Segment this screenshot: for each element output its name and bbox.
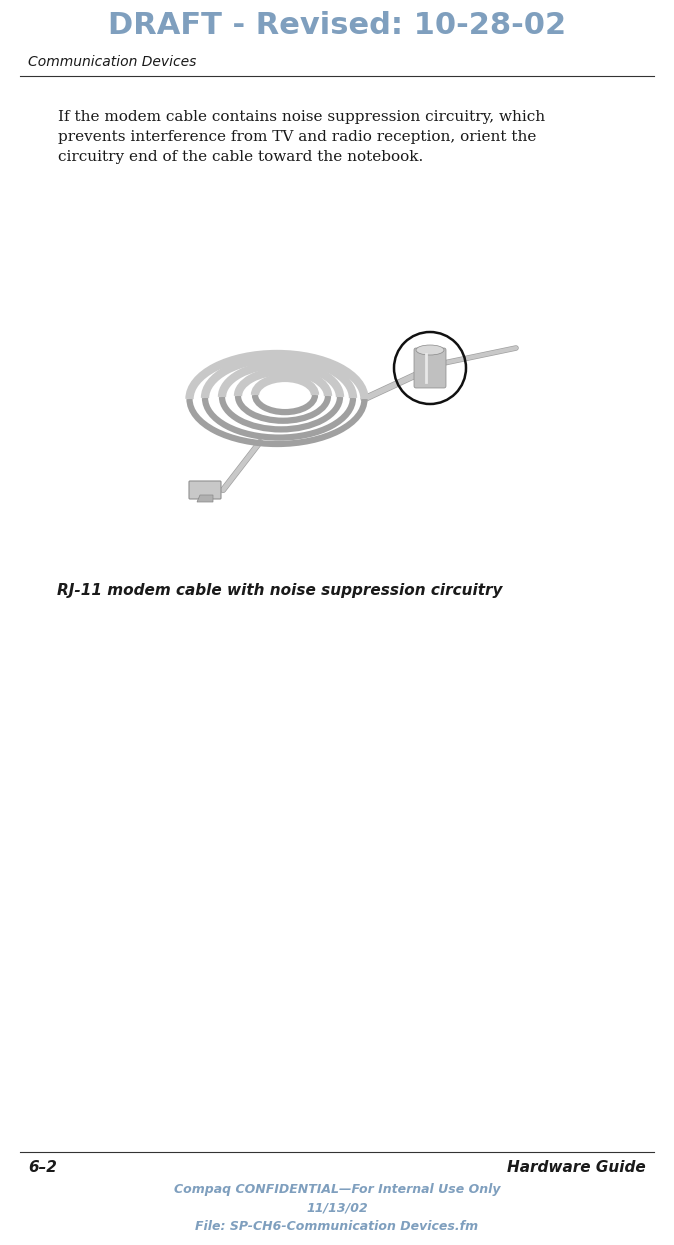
Text: RJ-11 modem cable with noise suppression circuitry: RJ-11 modem cable with noise suppression… <box>57 583 503 598</box>
FancyBboxPatch shape <box>414 349 446 388</box>
Text: If the modem cable contains noise suppression circuitry, which: If the modem cable contains noise suppre… <box>58 110 545 124</box>
FancyBboxPatch shape <box>189 481 221 499</box>
Text: prevents interference from TV and radio reception, orient the: prevents interference from TV and radio … <box>58 129 537 144</box>
Polygon shape <box>197 496 213 502</box>
Ellipse shape <box>416 345 444 355</box>
Text: DRAFT - Revised: 10-28-02: DRAFT - Revised: 10-28-02 <box>108 10 566 40</box>
Text: Communication Devices: Communication Devices <box>28 55 196 68</box>
Text: File: SP-CH6-Communication Devices.fm: File: SP-CH6-Communication Devices.fm <box>195 1220 479 1233</box>
Text: circuitry end of the cable toward the notebook.: circuitry end of the cable toward the no… <box>58 149 423 164</box>
Text: 6–2: 6–2 <box>28 1159 57 1174</box>
Text: 11/13/02: 11/13/02 <box>306 1201 368 1215</box>
Text: Compaq CONFIDENTIAL—For Internal Use Only: Compaq CONFIDENTIAL—For Internal Use Onl… <box>174 1184 500 1196</box>
Text: Hardware Guide: Hardware Guide <box>508 1159 646 1174</box>
